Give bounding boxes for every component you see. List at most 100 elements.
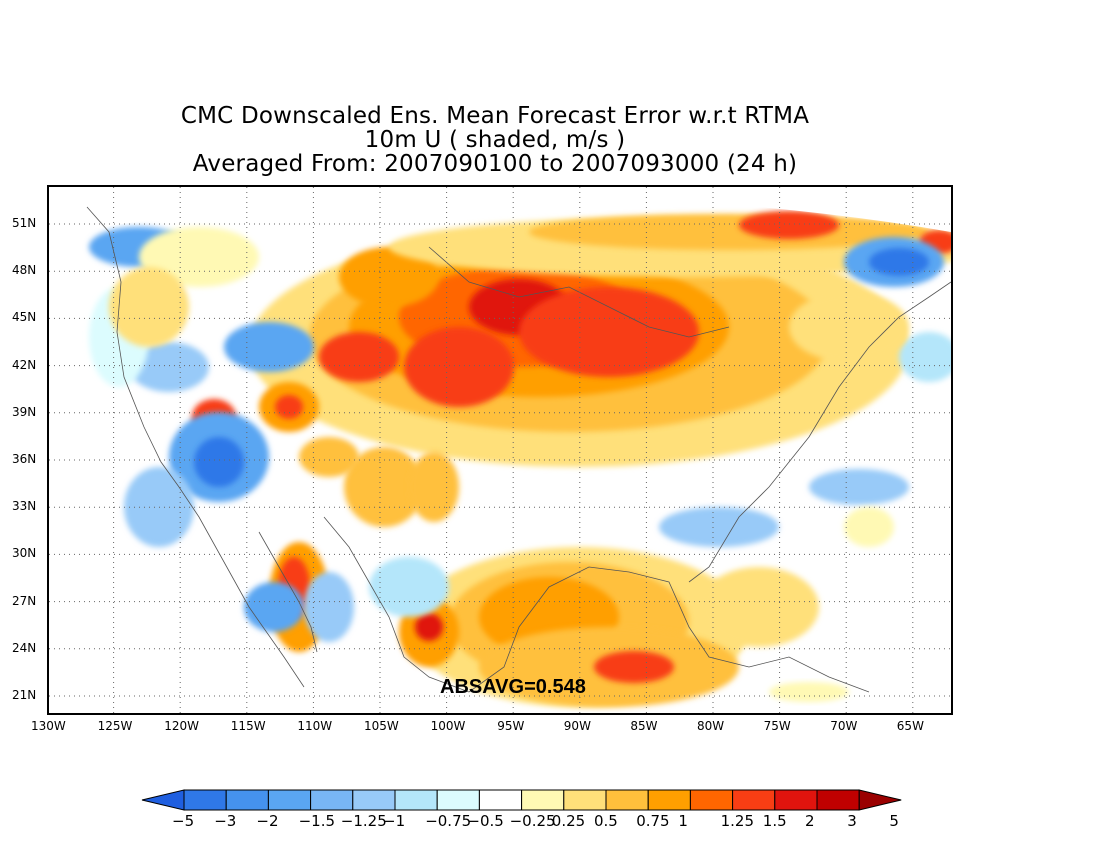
colorbar-swatch <box>225 789 269 811</box>
shade-patch <box>139 227 259 287</box>
title-line-2: 10m U ( shaded, m/s ) <box>364 127 626 153</box>
shade-patch <box>129 342 209 392</box>
lon-label: 75W <box>763 719 791 733</box>
shade-patch <box>109 267 189 347</box>
lon-label: 120W <box>164 719 199 733</box>
colorbar-swatch <box>647 789 691 811</box>
colorbar-swatch <box>689 789 734 811</box>
colorbar-label: 3 <box>847 812 857 830</box>
map-plot <box>49 187 951 713</box>
shade-patch <box>415 613 443 641</box>
colorbar-label: 0.5 <box>594 812 618 830</box>
shade-patch <box>339 247 439 307</box>
lon-label: 85W <box>630 719 658 733</box>
colorbar-label: −1 <box>383 812 406 830</box>
colorbar-label: 1.5 <box>762 812 787 830</box>
shade-patch <box>899 332 951 382</box>
shade-patch <box>409 452 459 522</box>
lon-label: 100W <box>430 719 466 733</box>
colorbar-arrow-high <box>858 789 902 811</box>
lat-label: 27N <box>12 593 37 608</box>
shade-patch <box>224 322 314 372</box>
grid-lines <box>49 187 951 713</box>
shade-patch <box>789 292 909 362</box>
shaded-field <box>89 211 951 707</box>
coastline <box>428 246 730 338</box>
shade-patch <box>299 437 359 477</box>
coastline <box>748 656 870 693</box>
absavg-annotation: ABSAVG=0.548 <box>440 676 586 698</box>
lon-label: 115W <box>230 719 266 733</box>
lon-label: 70W <box>830 719 858 733</box>
colorbar-label: −1.5 <box>298 812 336 830</box>
shade-patch <box>699 567 819 647</box>
lon-label: 125W <box>97 719 133 733</box>
colorbar-label: 5 <box>889 812 899 830</box>
colorbar-label: −0.75 <box>425 812 472 830</box>
shade-patch <box>809 469 909 505</box>
lon-label: 105W <box>364 719 399 733</box>
colorbar-label: −5 <box>172 812 195 830</box>
shade-patch <box>769 682 849 702</box>
colorbar-label: −0.5 <box>467 812 504 830</box>
colorbar-swatch <box>478 789 523 811</box>
colorbar-swatch <box>774 789 818 811</box>
lon-label: 110W <box>297 719 333 733</box>
colorbar-label: 0.25 <box>551 812 586 830</box>
lat-label: 24N <box>12 640 37 655</box>
lon-label: 90W <box>563 719 591 733</box>
coastlines <box>86 206 951 693</box>
shade-patch <box>244 582 304 632</box>
colorbar-swatch <box>563 789 607 811</box>
coastline <box>468 566 750 693</box>
shade-patch <box>844 507 894 547</box>
colorbar-swatch <box>183 789 227 811</box>
lat-label: 42N <box>12 357 37 372</box>
lat-label: 36N <box>12 452 37 466</box>
colorbar-swatch <box>521 789 565 811</box>
title-line-3: Averaged From: 2007090100 to 2007093000 … <box>192 151 798 177</box>
shade-patch <box>519 287 699 377</box>
lat-label: 21N <box>12 688 37 702</box>
colorbar-swatch <box>605 789 649 811</box>
title-line-1: CMC Downscaled Ens. Mean Forecast Error … <box>180 103 810 129</box>
lat-label: 51N <box>12 216 37 230</box>
lat-label: 33N <box>12 499 37 514</box>
colorbar-label: −1.25 <box>340 812 387 830</box>
coastline <box>323 516 470 693</box>
colorbar-label: 1 <box>678 812 688 830</box>
colorbar-swatch <box>310 789 354 811</box>
colorbar-label: 0.75 <box>636 812 670 830</box>
lat-label: 30N <box>12 546 37 561</box>
colorbar-swatch <box>267 789 312 811</box>
colorbar-swatch <box>352 789 396 811</box>
colorbar <box>141 789 902 811</box>
colorbar-label: −0.25 <box>509 812 556 830</box>
map-panel <box>47 185 953 715</box>
shade-patch <box>739 211 839 239</box>
lat-label: 45N <box>12 310 37 325</box>
shade-patch <box>275 395 303 419</box>
shade-patch <box>369 557 449 617</box>
lat-label: 39N <box>12 404 37 419</box>
shade-patch <box>304 572 354 642</box>
colorbar-label: −3 <box>214 812 237 830</box>
colorbar-label: 2 <box>805 812 815 830</box>
colorbar-label: −2 <box>256 812 279 830</box>
lon-label: 95W <box>497 719 525 733</box>
colorbar-arrow-low <box>141 789 185 811</box>
shade-patch <box>869 248 929 276</box>
colorbar-swatch <box>436 789 480 811</box>
coastline <box>688 281 951 583</box>
colorbar-swatch <box>394 789 438 811</box>
lon-label: 130W <box>31 719 66 733</box>
lon-label: 80W <box>697 719 725 733</box>
shade-patch <box>319 332 399 382</box>
colorbar-swatch <box>816 789 860 811</box>
shade-patch <box>594 651 674 683</box>
shade-patch <box>194 437 244 487</box>
shade-patch <box>404 327 514 407</box>
lat-label: 48N <box>12 263 37 278</box>
shade-patch <box>659 507 779 547</box>
lon-label: 65W <box>896 719 924 733</box>
